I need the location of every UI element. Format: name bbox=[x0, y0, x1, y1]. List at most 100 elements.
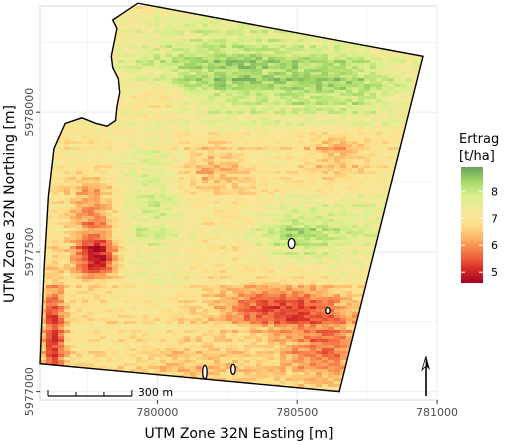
yield-cell bbox=[136, 228, 143, 232]
yield-cell bbox=[160, 69, 167, 73]
yield-cell bbox=[328, 99, 335, 103]
yield-cell bbox=[334, 147, 341, 151]
yield-cell bbox=[100, 198, 107, 202]
yield-cell bbox=[328, 69, 335, 73]
yield-cell bbox=[106, 183, 113, 187]
yield-cell bbox=[268, 168, 275, 172]
yield-cell bbox=[118, 207, 125, 211]
yield-cell bbox=[316, 159, 323, 163]
yield-cell bbox=[208, 174, 215, 178]
yield-cell bbox=[226, 210, 233, 214]
yield-cell bbox=[292, 189, 299, 193]
yield-cell bbox=[370, 186, 377, 190]
yield-cell bbox=[208, 63, 215, 67]
yield-cell bbox=[328, 51, 335, 55]
yield-cell bbox=[214, 141, 221, 145]
yield-cell bbox=[148, 147, 155, 151]
yield-cell bbox=[88, 225, 95, 229]
yield-cell bbox=[220, 192, 227, 196]
yield-cell bbox=[232, 102, 239, 106]
yield-cell bbox=[322, 39, 329, 43]
yield-cell bbox=[262, 27, 269, 31]
yield-cell bbox=[304, 174, 311, 178]
yield-cell bbox=[154, 84, 161, 88]
yield-cell bbox=[376, 189, 383, 193]
yield-cell bbox=[310, 219, 317, 223]
yield-cell bbox=[130, 33, 137, 37]
yield-cell bbox=[190, 132, 197, 136]
yield-cell bbox=[178, 129, 185, 133]
yield-cell bbox=[118, 39, 125, 43]
yield-cell bbox=[64, 165, 71, 169]
yield-cell bbox=[148, 129, 155, 133]
yield-cell bbox=[184, 204, 191, 208]
yield-cell bbox=[166, 81, 173, 85]
yield-cell bbox=[292, 195, 299, 199]
yield-cell bbox=[346, 66, 353, 70]
yield-cell bbox=[184, 168, 191, 172]
yield-cell bbox=[292, 99, 299, 103]
yield-cell bbox=[112, 225, 119, 229]
yield-cell bbox=[280, 138, 287, 142]
yield-cell bbox=[262, 177, 269, 181]
yield-cell bbox=[214, 225, 221, 229]
yield-cell bbox=[100, 168, 107, 172]
yield-cell bbox=[346, 183, 353, 187]
yield-cell bbox=[64, 174, 71, 178]
yield-cell bbox=[394, 99, 401, 103]
yield-cell bbox=[298, 93, 305, 97]
yield-cell bbox=[184, 60, 191, 64]
yield-cell bbox=[178, 192, 185, 196]
yield-cell bbox=[112, 168, 119, 172]
yield-cell bbox=[148, 204, 155, 208]
yield-cell bbox=[232, 54, 239, 58]
yield-cell bbox=[148, 24, 155, 28]
yield-cell bbox=[268, 39, 275, 43]
yield-cell bbox=[292, 87, 299, 91]
yield-cell bbox=[64, 132, 71, 136]
yield-cell bbox=[232, 120, 239, 124]
yield-cell bbox=[376, 87, 383, 91]
yield-cell bbox=[226, 180, 233, 184]
yield-cell bbox=[358, 186, 365, 190]
yield-cell bbox=[166, 213, 173, 217]
yield-cell bbox=[388, 150, 395, 154]
yield-cell bbox=[166, 69, 173, 73]
yield-cell bbox=[364, 129, 371, 133]
yield-cell bbox=[124, 81, 131, 85]
yield-cell bbox=[82, 201, 89, 205]
yield-cell bbox=[268, 84, 275, 88]
yield-cell bbox=[82, 141, 89, 145]
yield-cell bbox=[52, 198, 59, 202]
yield-cell bbox=[226, 78, 233, 82]
yield-cell bbox=[148, 159, 155, 163]
yield-cell bbox=[106, 195, 113, 199]
yield-cell bbox=[190, 51, 197, 55]
yield-cell bbox=[130, 189, 137, 193]
yield-cell bbox=[262, 171, 269, 175]
yield-cell bbox=[202, 204, 209, 208]
yield-cell bbox=[376, 192, 383, 196]
yield-cell bbox=[376, 78, 383, 82]
yield-cell bbox=[358, 75, 365, 79]
yield-cell bbox=[280, 69, 287, 73]
yield-cell bbox=[100, 159, 107, 163]
yield-cell bbox=[322, 57, 329, 61]
yield-cell bbox=[238, 60, 245, 64]
yield-cell bbox=[148, 168, 155, 172]
yield-cell bbox=[268, 132, 275, 136]
yield-cell bbox=[214, 24, 221, 28]
yield-cell bbox=[154, 108, 161, 112]
yield-cell bbox=[352, 135, 359, 139]
yield-cell bbox=[280, 216, 287, 220]
yield-cell bbox=[250, 153, 257, 157]
yield-cell bbox=[106, 213, 113, 217]
yield-cell bbox=[100, 144, 107, 148]
yield-cell bbox=[280, 177, 287, 181]
yield-cell bbox=[328, 81, 335, 85]
yield-cell bbox=[298, 225, 305, 229]
yield-cell bbox=[178, 30, 185, 34]
yield-cell bbox=[112, 192, 119, 196]
yield-cell bbox=[340, 117, 347, 121]
yield-cell bbox=[172, 45, 179, 49]
